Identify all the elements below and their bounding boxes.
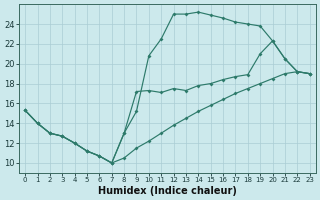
X-axis label: Humidex (Indice chaleur): Humidex (Indice chaleur) xyxy=(98,186,237,196)
